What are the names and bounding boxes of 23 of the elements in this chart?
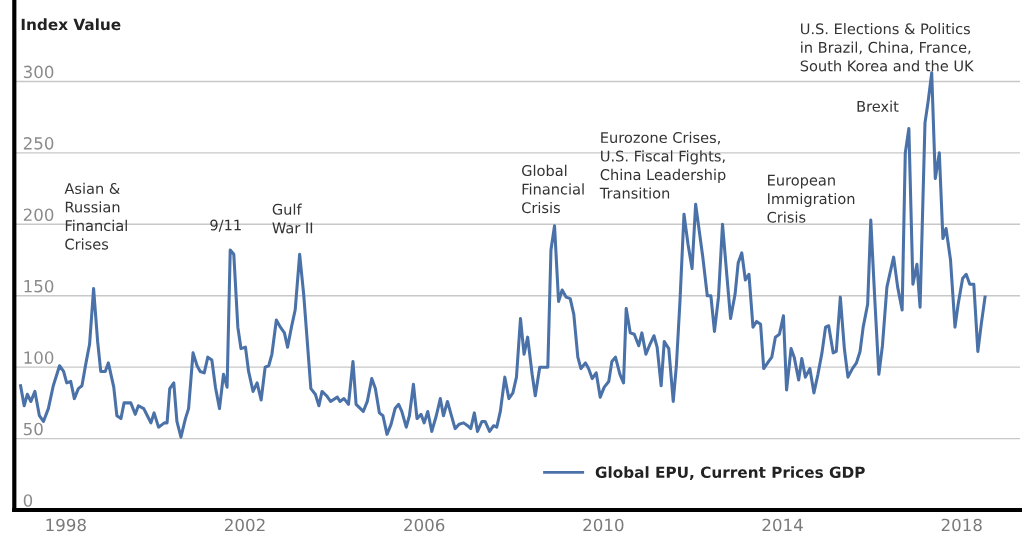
x-tick-label: 2014	[762, 518, 803, 532]
annotation: Asian & Russian Financial Crises	[64, 182, 127, 250]
annotation: U.S. Elections & Politics in Brazil, China, France, South Korea and the UK	[800, 23, 974, 72]
annotation: European Immigration Crisis	[767, 174, 855, 223]
y-tick-label: 150	[24, 279, 54, 293]
x-tick-label: 2002	[225, 518, 265, 532]
x-tick-label: 1998	[46, 518, 86, 532]
y-tick-label: 250	[23, 137, 54, 150]
y-tick-label: 200	[23, 208, 54, 222]
annotation: Global Financial Crisis	[522, 164, 584, 214]
annotation: Eurozone Crises, U.S. Fiscal Fights, China Leadership Transition	[599, 131, 726, 199]
y-tick-label: 0	[23, 494, 33, 507]
annotation: Gulf War II	[272, 203, 313, 234]
y-tick-label: 50	[23, 422, 43, 436]
x-tick-label: 2006	[404, 518, 445, 532]
x-tick-label: 2010	[583, 518, 624, 532]
annotation: 9/11	[210, 219, 241, 232]
y-tick-label: 100	[24, 351, 54, 364]
legend-label: Global EPU, Current Prices GDP	[595, 466, 865, 480]
x-tick-label: 2018	[941, 518, 982, 532]
y-axis-title: Index Value	[21, 18, 121, 31]
annotation: Brexit	[857, 100, 899, 112]
y-tick-label: 300	[23, 65, 54, 79]
